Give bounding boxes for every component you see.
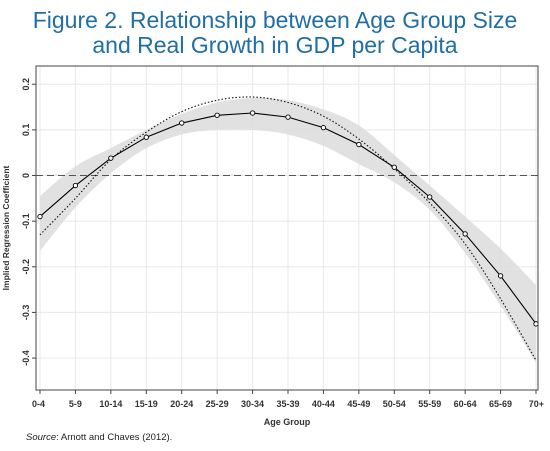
x-tick-label: 50-54 — [383, 399, 406, 409]
x-tick-label: 35-39 — [276, 399, 299, 409]
x-tick-label: 55-59 — [418, 399, 441, 409]
x-tick-label: 10-14 — [99, 399, 122, 409]
x-axis-label: Age Group — [264, 417, 311, 427]
series-dotted-line — [39, 96, 537, 361]
data-point — [108, 155, 114, 161]
x-tick-label: 30-34 — [241, 399, 264, 409]
x-tick-label: 5-9 — [69, 399, 82, 409]
x-tick-label: 25-29 — [206, 399, 229, 409]
y-tick-label: -0.2 — [21, 259, 31, 275]
data-point — [37, 213, 43, 220]
x-tick-label: 60-64 — [454, 399, 477, 409]
y-tick-label: -0.4 — [21, 350, 31, 366]
plot-frame — [35, 65, 539, 391]
x-tick-label: 20-24 — [170, 399, 193, 409]
x-axis-ticks: 0-4 5-9 10-14 15-19 20-24 25-29 30-34 35-39 40-4… — [32, 390, 544, 409]
y-axis-ticks: 0.2 0.1 0 -0.1 -0.2 -0.3 -0.4 — [21, 78, 36, 366]
data-point — [356, 141, 362, 148]
data-point — [72, 182, 79, 189]
y-tick-label: -0.1 — [21, 213, 31, 229]
data-point — [391, 164, 397, 170]
chart-title-line-2: and Real Growth in GDP per Capita — [92, 32, 458, 58]
y-tick-label: 0.1 — [21, 124, 31, 137]
chart-title: Figure 2. Relationship between Age Group… — [0, 8, 550, 58]
data-point — [143, 134, 149, 140]
data-point — [320, 124, 327, 131]
chart-title-line-1: Figure 2. Relationship between Age Group… — [32, 7, 518, 33]
x-tick-label: 15-19 — [135, 399, 158, 409]
data-point — [427, 194, 433, 200]
source-text: : Arnott and Chaves (2012). — [56, 432, 173, 443]
data-point — [285, 114, 291, 120]
x-tick-label: 40-44 — [312, 399, 335, 409]
data-point — [249, 110, 256, 116]
data-point — [214, 112, 220, 118]
y-tick-label: 0 — [21, 173, 31, 178]
series-markers — [37, 110, 539, 327]
data-point — [179, 120, 185, 126]
data-point — [462, 231, 468, 237]
x-tick-label: 0-4 — [32, 399, 45, 409]
x-tick-label: 70+ — [529, 399, 544, 409]
x-tick-label: 45-49 — [347, 399, 370, 409]
data-point — [497, 273, 504, 279]
source-note: Source: Arnott and Chaves (2012). — [26, 432, 172, 443]
source-label: Source — [26, 432, 57, 443]
y-axis-label: Implied Regression Coefficient — [1, 165, 11, 290]
x-tick-label: 65-69 — [489, 399, 512, 409]
y-tick-label: 0.2 — [21, 78, 31, 91]
y-tick-label: -0.3 — [21, 305, 31, 321]
